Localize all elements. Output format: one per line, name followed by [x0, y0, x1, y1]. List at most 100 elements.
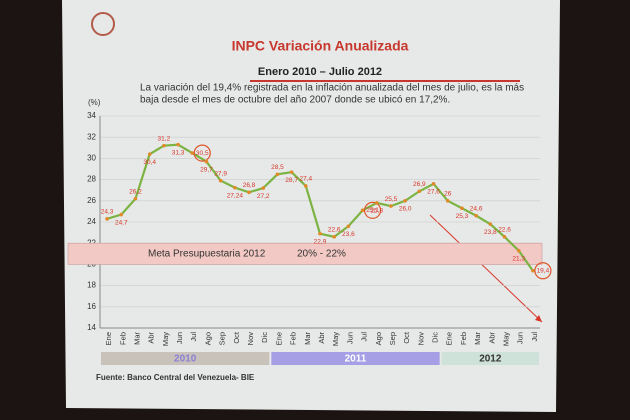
source: Fuente: Banco Central del Venezuela- BIE [96, 373, 255, 382]
year-label: 2011 [345, 354, 367, 365]
y-tick-label: 32 [87, 132, 96, 141]
point [147, 152, 152, 156]
value-label: 27,4 [299, 176, 312, 183]
x-tick-label: Abr [147, 331, 156, 343]
title: INPC Variación Anualizada [232, 38, 409, 54]
x-tick-label: Mar [303, 332, 312, 345]
point [346, 224, 351, 229]
arrow-head [535, 315, 542, 322]
point [176, 142, 180, 147]
note-line: La variación del 19,4% registrada en la … [140, 83, 524, 94]
year-label: 2010 [174, 354, 197, 365]
x-tick-label: Mar [132, 332, 141, 345]
x-tick-label: Abr [317, 331, 326, 343]
value-label: 22,6 [498, 227, 511, 234]
point [374, 201, 379, 205]
value-label: 27,9 [214, 170, 227, 177]
point [445, 199, 450, 203]
x-tick-label: Ago [203, 332, 212, 345]
value-label: 27,6 [427, 189, 440, 196]
x-tick-label: Ene [104, 332, 113, 345]
point [403, 199, 407, 203]
value-label: 30,5 [196, 150, 209, 157]
year-label: 2012 [479, 354, 502, 365]
value-label: 24,7 [115, 219, 128, 226]
value-label: 26,9 [413, 181, 426, 188]
value-label: 26,2 [129, 188, 142, 195]
target-band-label: Meta Presupuestaria 2012 [148, 248, 266, 259]
x-tick-label: Jul [189, 332, 198, 342]
point [488, 222, 493, 226]
value-label: 26,8 [243, 182, 256, 189]
year-bar [271, 352, 440, 365]
point [275, 172, 280, 177]
point [431, 182, 436, 186]
x-tick-label: Sep [388, 332, 397, 345]
target-band [67, 242, 543, 265]
y-tick-label: 26 [87, 196, 96, 205]
y-tick-label: 22 [87, 238, 96, 247]
point [162, 143, 166, 148]
value-label: 26,0 [399, 206, 412, 213]
value-label: 27,24 [227, 192, 244, 199]
point [360, 208, 365, 213]
point [389, 204, 393, 208]
year-bar [441, 352, 539, 365]
x-tick-label: May [331, 332, 340, 346]
y-tick-label: 16 [87, 302, 96, 311]
highlight-ring [193, 144, 211, 162]
point [204, 159, 209, 164]
year-bar [101, 352, 270, 365]
x-tick-label: Nov [246, 332, 255, 346]
y-tick-label: 24 [87, 217, 96, 226]
value-label: 25,1 [366, 207, 379, 214]
x-tick-label: Feb [459, 332, 468, 345]
y-tick-label: 34 [87, 111, 96, 120]
point [318, 231, 322, 236]
value-label: 26 [444, 191, 452, 198]
highlight-ring [534, 262, 552, 280]
x-tick-label: Jul [530, 332, 539, 342]
x-tick-label: Feb [118, 332, 127, 345]
point [247, 190, 251, 195]
target-band-range: 20% - 22% [297, 248, 346, 259]
x-tick-label: Oct [232, 331, 241, 344]
x-tick-label: Dic [431, 332, 440, 343]
value-label: 28,7 [285, 177, 298, 184]
value-label: 23,6 [342, 231, 355, 238]
logo [91, 12, 115, 36]
x-tick-label: Feb [289, 332, 298, 345]
y-tick-label: 30 [87, 154, 96, 163]
x-tick-label: Sep [218, 332, 227, 345]
y-tick-label: 18 [87, 281, 96, 290]
value-label: 24,3 [101, 209, 114, 216]
trend-arrow [429, 214, 543, 323]
x-tick-label: Dic [260, 332, 269, 343]
point [289, 170, 294, 174]
value-label: 29,7 [200, 166, 213, 173]
value-label: 19,4 [537, 267, 550, 274]
point [332, 235, 336, 239]
x-tick-label: Jun [345, 332, 354, 344]
point [417, 189, 422, 194]
point [502, 235, 507, 239]
value-label: 25,3 [456, 213, 469, 220]
x-tick-label: May [161, 332, 170, 346]
x-tick-label: Jul [360, 332, 369, 342]
note-line: baja desde el mes de octubre del año 200… [140, 95, 450, 106]
point [119, 212, 124, 217]
point [218, 178, 223, 183]
point [133, 196, 138, 201]
value-label: 25,8 [370, 208, 383, 215]
point [233, 185, 237, 190]
point [531, 268, 535, 273]
value-label: 22,9 [314, 238, 327, 245]
value-label: 22,6 [328, 227, 341, 234]
y-tick-label: 14 [87, 323, 96, 332]
x-tick-label: Mar [473, 332, 482, 345]
value-label: 30,4 [143, 159, 156, 166]
highlight-ring [363, 201, 382, 219]
point [460, 206, 464, 211]
x-tick-label: Jun [516, 332, 525, 344]
